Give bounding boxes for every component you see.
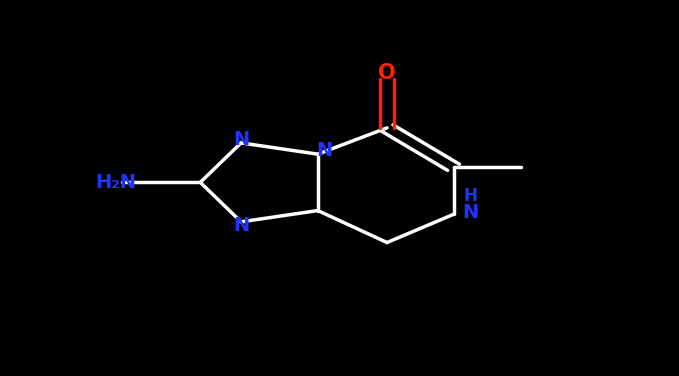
Text: O: O xyxy=(378,63,396,83)
Text: N: N xyxy=(462,203,479,222)
Text: H: H xyxy=(464,186,477,205)
Text: H₂N: H₂N xyxy=(95,173,136,192)
Text: N: N xyxy=(316,141,333,160)
Text: N: N xyxy=(233,130,249,149)
Text: N: N xyxy=(233,216,249,235)
